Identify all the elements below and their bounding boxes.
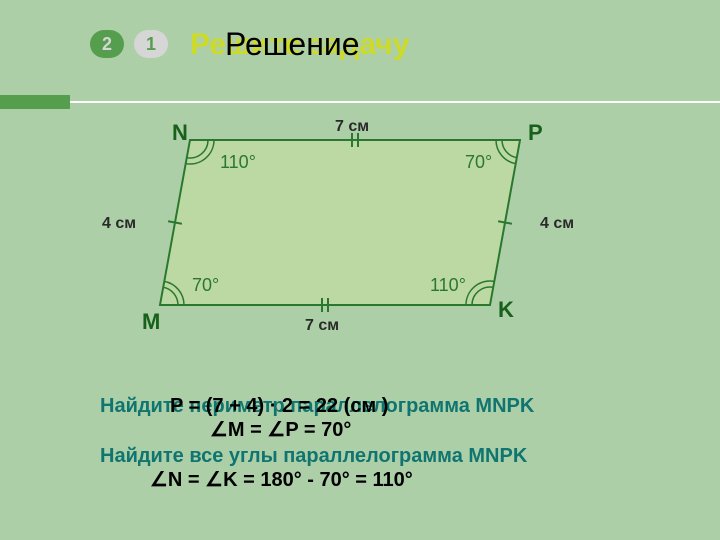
answer-angles-nk: ∠N = ∠K = 180° ­­­- 70° = 110°: [150, 467, 413, 492]
parallelogram-diagram: NPMK7 см7 см4 см4 см110°70°70°110°: [120, 120, 580, 380]
vertex-P: P: [528, 120, 543, 146]
angle-K: 110°: [430, 275, 466, 296]
vertex-N: N: [172, 120, 188, 146]
badge-1: 1: [134, 30, 168, 58]
vertex-K: K: [498, 297, 514, 323]
task-angles: Найдите все углы параллелограмма MNPK: [100, 445, 527, 468]
angle-P: 70°: [465, 152, 492, 173]
side-right: 4 см: [540, 215, 574, 233]
side-top: 7 см: [335, 118, 369, 136]
accent-bar: [0, 95, 720, 109]
vertex-M: M: [142, 309, 160, 335]
answer-perimeter: P = (7 + 4) · 2 = 22 (см ): [170, 395, 388, 418]
angle-M: 70°: [192, 275, 219, 296]
answer-angles-mp: ∠M = ∠P = 70°: [210, 417, 351, 442]
side-bottom: 7 см: [305, 317, 339, 335]
angle-N: 110°: [220, 152, 256, 173]
title-front: Решение: [225, 28, 360, 60]
badge-2: 2: [90, 30, 124, 58]
solution-text: Найдите периметр параллелограмма MNPKP =…: [100, 395, 660, 495]
side-left: 4 см: [102, 215, 136, 233]
